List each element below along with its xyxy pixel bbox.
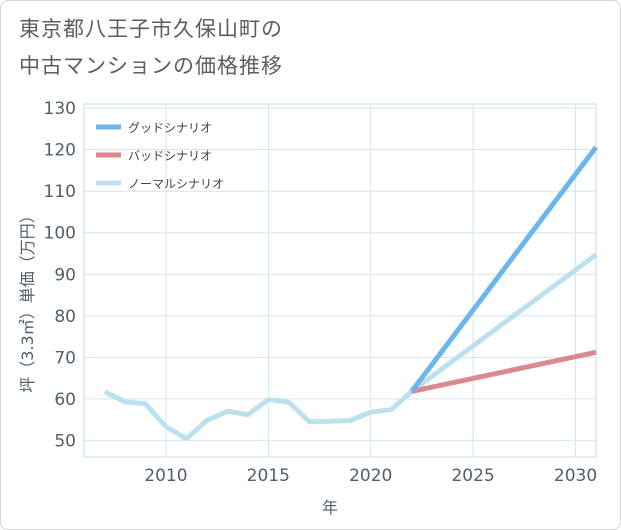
- plot-area: [83, 103, 597, 458]
- legend-label: バッドシナリオ: [128, 149, 212, 163]
- y-tick-label: 80: [54, 307, 76, 327]
- y-tick-label: 110: [44, 182, 76, 202]
- y-tick-label: 100: [44, 224, 76, 244]
- y-tick-label: 120: [44, 141, 76, 161]
- y-tick-label: 130: [44, 99, 76, 119]
- y-tick-label: 60: [54, 390, 76, 410]
- x-tick-label: 2010: [144, 466, 187, 486]
- axis-ticks: 2010 2015 2020 2025 2030 50 60 70 80 90 100 110 120 1…: [44, 99, 598, 486]
- legend-label: グッドシナリオ: [128, 121, 212, 135]
- y-tick-label: 70: [54, 348, 76, 368]
- x-tick-label: 2020: [349, 466, 392, 486]
- series-line-2: [103, 252, 598, 442]
- x-tick-label: 2025: [451, 466, 494, 486]
- y-tick-label: 50: [54, 431, 76, 451]
- chart-title-line-2: 中古マンションの価格推移: [19, 54, 283, 78]
- series-line-0: [409, 145, 598, 393]
- chart-title-line-1: 東京都八王子市久保山町の: [19, 17, 283, 41]
- series-line-1: [411, 349, 597, 394]
- y-tick-label: 90: [54, 265, 76, 285]
- x-tick-label: 2015: [247, 466, 290, 486]
- chart-title: 東京都八王子市久保山町の 中古マンションの価格推移: [19, 11, 579, 85]
- x-axis-label: 年: [322, 498, 338, 517]
- x-tick-label: 2030: [554, 466, 597, 486]
- y-axis-label: 坪（3.3㎡）単価（万円）: [18, 207, 37, 392]
- legend-label: ノーマルシナリオ: [128, 177, 224, 191]
- series-lines: [103, 145, 598, 442]
